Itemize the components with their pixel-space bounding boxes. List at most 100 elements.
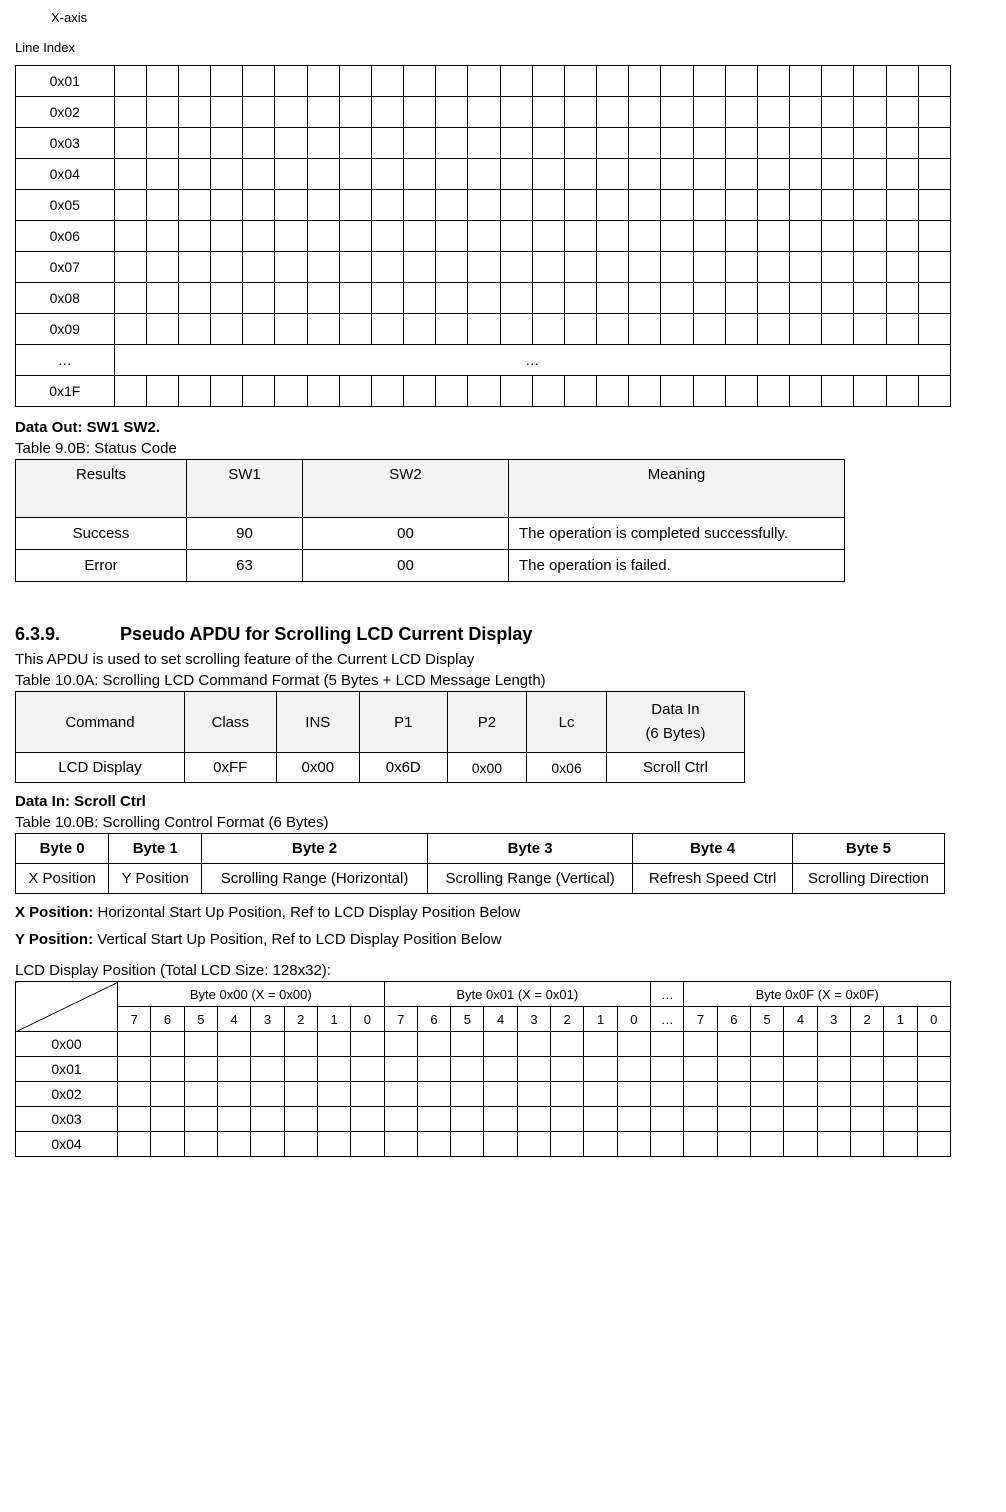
grid-row-header: 0x03 <box>16 128 115 159</box>
pos-bit-header: 5 <box>451 1007 484 1032</box>
grid-cell <box>725 283 757 314</box>
grid-cell <box>114 66 146 97</box>
grid-cell <box>564 221 596 252</box>
pos-cell <box>884 1082 917 1107</box>
grid-cell <box>307 376 339 407</box>
grid-cell <box>822 221 854 252</box>
pos-cell <box>850 1132 883 1157</box>
grid-cell <box>854 221 886 252</box>
grid-cell <box>886 376 918 407</box>
grid-cell <box>307 252 339 283</box>
pos-cell <box>750 1057 783 1082</box>
pos-bit-header: 6 <box>417 1007 450 1032</box>
grid-cell <box>725 314 757 345</box>
grid-cell <box>790 128 822 159</box>
grid-cell <box>757 221 789 252</box>
grid-cell <box>275 283 307 314</box>
grid-cell <box>211 252 243 283</box>
pos-cell <box>317 1107 350 1132</box>
cmd-header: P2 <box>447 692 527 753</box>
grid-cell <box>532 252 564 283</box>
pos-cell <box>850 1082 883 1107</box>
pos-row-header: 0x04 <box>16 1132 118 1157</box>
status-table-caption: Table 9.0B: Status Code <box>15 440 980 457</box>
pos-bit-header: 0 <box>351 1007 384 1032</box>
pos-cell <box>217 1132 250 1157</box>
pos-cell <box>517 1057 550 1082</box>
pos-cell <box>118 1107 151 1132</box>
grid-cell <box>307 159 339 190</box>
grid-cell <box>436 221 468 252</box>
line-index-grid: 0x010x020x030x040x050x060x070x080x09……0x… <box>15 65 951 407</box>
pos-cell <box>817 1107 850 1132</box>
line-index-label: Line Index <box>15 40 980 55</box>
pos-cell <box>884 1107 917 1132</box>
grid-cell <box>629 252 661 283</box>
grid-cell <box>339 128 371 159</box>
grid-cell <box>597 159 629 190</box>
grid-cell <box>178 128 210 159</box>
grid-cell <box>918 159 950 190</box>
grid-cell <box>725 221 757 252</box>
grid-cell <box>371 190 403 221</box>
grid-cell <box>886 190 918 221</box>
pos-cell <box>917 1132 950 1157</box>
grid-cell <box>597 66 629 97</box>
grid-cell <box>275 159 307 190</box>
pos-cell <box>617 1107 650 1132</box>
grid-cell <box>693 314 725 345</box>
grid-cell <box>146 159 178 190</box>
grid-cell <box>564 128 596 159</box>
grid-cell <box>918 97 950 128</box>
grid-cell <box>854 283 886 314</box>
grid-cell <box>661 128 693 159</box>
grid-cell <box>790 97 822 128</box>
pos-cell <box>384 1107 417 1132</box>
pos-cell <box>551 1082 584 1107</box>
ctrl-table-caption: Table 10.0B: Scrolling Control Format (6… <box>15 814 980 831</box>
pos-dots-cell <box>651 1057 684 1082</box>
grid-cell <box>275 252 307 283</box>
pos-cell <box>884 1057 917 1082</box>
cmd-cell: 0x06 <box>527 753 607 783</box>
pos-cell <box>917 1057 950 1082</box>
ctrl-cell: Scrolling Range (Vertical) <box>427 864 632 894</box>
pos-cell <box>351 1107 384 1132</box>
pos-cell <box>617 1057 650 1082</box>
pos-cell <box>917 1107 950 1132</box>
pos-cell <box>251 1032 284 1057</box>
pos-cell <box>684 1132 717 1157</box>
grid-cell <box>886 66 918 97</box>
pos-bit-header: 1 <box>317 1007 350 1032</box>
pos-dots-header: … <box>651 1007 684 1032</box>
grid-cell <box>532 221 564 252</box>
pos-cell <box>284 1082 317 1107</box>
grid-cell <box>114 221 146 252</box>
pos-cell <box>284 1032 317 1057</box>
ctrl-header: Byte 4 <box>633 834 792 864</box>
cmd-cell: 0x00 <box>447 753 527 783</box>
grid-cell <box>854 252 886 283</box>
grid-cell <box>790 190 822 221</box>
grid-cell <box>725 190 757 221</box>
pos-cell <box>717 1082 750 1107</box>
status-header: Meaning <box>509 460 845 518</box>
grid-cell <box>693 283 725 314</box>
grid-cell <box>532 159 564 190</box>
grid-cell <box>532 128 564 159</box>
grid-cell <box>757 128 789 159</box>
grid-cell <box>597 97 629 128</box>
grid-cell <box>468 252 500 283</box>
pos-cell <box>251 1057 284 1082</box>
grid-cell <box>211 66 243 97</box>
grid-row-header: 0x01 <box>16 66 115 97</box>
grid-row-header: … <box>16 345 115 376</box>
grid-cell <box>178 66 210 97</box>
grid-cell <box>211 283 243 314</box>
pos-cell <box>551 1032 584 1057</box>
grid-cell <box>468 283 500 314</box>
grid-cell <box>918 128 950 159</box>
grid-cell <box>114 159 146 190</box>
grid-cell <box>211 314 243 345</box>
grid-cell <box>757 283 789 314</box>
